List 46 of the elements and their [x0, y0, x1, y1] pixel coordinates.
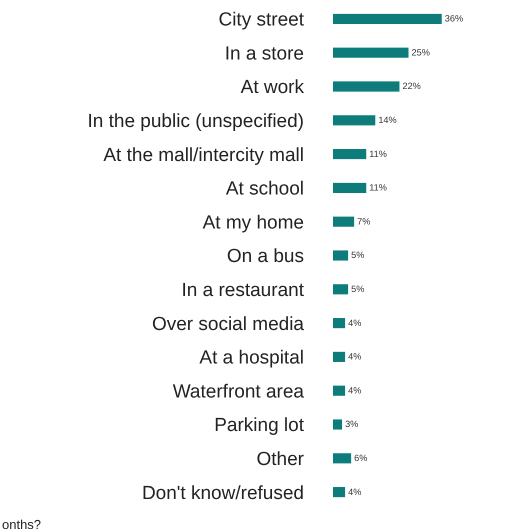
data-label: 6% — [354, 452, 368, 463]
y-tick-label: At a hospital — [199, 348, 304, 369]
bar — [333, 386, 346, 396]
data-label: 25% — [412, 47, 430, 58]
bar — [333, 149, 366, 160]
data-label: 14% — [378, 114, 397, 125]
bar — [333, 81, 400, 92]
data-label: 3% — [345, 419, 358, 430]
y-tick-label: At my home — [202, 212, 304, 234]
bar — [333, 250, 348, 261]
y-tick-label: In the public (unspecified) — [87, 110, 304, 132]
y-tick-label: Other — [256, 448, 305, 470]
bar — [333, 14, 442, 24]
y-tick-label: In a store — [224, 43, 304, 64]
y-tick-label: At work — [240, 77, 304, 98]
y-tick-label: Don't know/refused — [142, 482, 304, 504]
text: onths? — [2, 517, 42, 529]
y-tick-label: On a bus — [226, 246, 304, 268]
data-label: 4% — [348, 486, 362, 497]
y-tick-label: In a restaurant — [181, 280, 305, 301]
bar — [333, 352, 346, 362]
bar — [333, 48, 409, 58]
y-tick-label: Waterfront area — [172, 381, 304, 402]
bar — [333, 182, 366, 193]
bar — [333, 115, 376, 126]
data-label: 5% — [351, 284, 364, 294]
data-label: 11% — [369, 148, 387, 159]
y-tick-label: At the mall/intercity mall — [103, 144, 304, 166]
bar — [333, 216, 354, 227]
bar — [333, 453, 352, 464]
data-label: 4% — [348, 318, 362, 328]
data-label: 11% — [369, 182, 387, 193]
bar — [333, 419, 342, 430]
bar — [333, 284, 348, 294]
y-tick-label: City street — [218, 10, 305, 31]
y-tick-label: Parking lot — [214, 415, 305, 436]
bar — [333, 318, 346, 328]
data-label: 4% — [348, 352, 362, 362]
data-label: 4% — [348, 385, 362, 396]
data-label: 5% — [351, 250, 364, 260]
bar — [333, 487, 346, 498]
y-tick-label: Over social media — [152, 314, 304, 335]
y-tick-label: At school — [226, 178, 304, 200]
data-label: 36% — [444, 14, 464, 24]
data-label: 7% — [357, 216, 370, 226]
data-label: 22% — [402, 81, 421, 92]
